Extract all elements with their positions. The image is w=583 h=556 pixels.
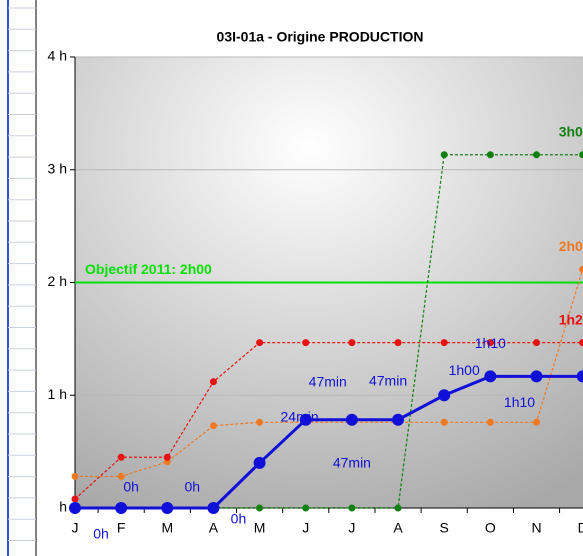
x-tick-label: A xyxy=(393,520,403,536)
data-label: 0h xyxy=(123,479,139,495)
point xyxy=(209,422,217,430)
point xyxy=(533,418,540,426)
x-tick-label: J xyxy=(302,520,309,536)
x-tick-label: J xyxy=(72,520,79,536)
point xyxy=(161,502,174,514)
point xyxy=(256,339,264,347)
data-label: 1h10 xyxy=(475,335,506,351)
y-tick-label: 4 h xyxy=(48,48,67,64)
point xyxy=(438,389,451,402)
point xyxy=(440,339,448,347)
data-label: 1h28 xyxy=(559,311,583,327)
sheet-rows xyxy=(8,7,36,541)
point xyxy=(345,413,358,426)
data-label: 1h10 xyxy=(504,394,535,410)
point xyxy=(117,453,125,461)
data-label: 0h xyxy=(231,511,247,527)
point xyxy=(394,339,402,347)
data-label: 2h07 xyxy=(559,238,583,254)
point xyxy=(71,495,79,503)
x-tick-label: J xyxy=(348,520,355,536)
y-tick-label: h xyxy=(59,499,67,515)
point xyxy=(348,504,356,512)
point xyxy=(579,265,583,273)
data-label: 0h xyxy=(185,479,201,495)
x-tick-label: S xyxy=(440,520,449,536)
data-label: 0h xyxy=(93,526,109,542)
x-tick-label: N xyxy=(531,520,541,536)
point xyxy=(256,418,264,426)
data-label: 47min xyxy=(369,372,407,388)
point xyxy=(484,370,497,383)
x-tick-label: A xyxy=(209,520,219,536)
data-label: 24min xyxy=(281,409,319,425)
point xyxy=(486,339,494,347)
x-tick-label: O xyxy=(485,520,496,536)
point xyxy=(440,151,448,159)
point xyxy=(486,418,494,426)
series-line xyxy=(75,269,583,478)
point xyxy=(163,453,171,461)
point xyxy=(533,151,540,159)
point xyxy=(440,418,448,426)
x-tick-label: M xyxy=(254,520,266,536)
x-tick-label: M xyxy=(161,520,173,536)
point xyxy=(530,370,543,383)
point xyxy=(348,339,356,347)
point xyxy=(253,456,266,469)
series-line xyxy=(74,341,583,500)
point xyxy=(207,502,220,514)
x-tick-label: F xyxy=(117,520,126,536)
x-tick-label: D xyxy=(578,520,583,536)
point xyxy=(299,413,312,426)
data-label: 1h00 xyxy=(449,362,480,378)
y-tick-label: 2 h xyxy=(48,273,67,289)
chart-title: 03I-01a - Origine PRODUCTION xyxy=(217,29,424,45)
point xyxy=(117,472,125,480)
point xyxy=(576,370,583,383)
point xyxy=(579,151,583,159)
data-label: 47min xyxy=(309,373,347,389)
series-line xyxy=(75,374,583,510)
plot: h 1 h 2 h 3 h 4 h J F M A M J J A S O N D Objectif 2011: … xyxy=(48,48,583,542)
point xyxy=(256,504,264,512)
y-tick-label: 1 h xyxy=(48,386,67,402)
data-label: 3h08 xyxy=(559,123,583,139)
y-tick-label: 3 h xyxy=(48,160,67,176)
point xyxy=(71,472,79,480)
point xyxy=(486,151,494,159)
point xyxy=(69,502,81,514)
data-label: 47min xyxy=(333,454,371,470)
point xyxy=(392,413,405,426)
point xyxy=(394,504,402,512)
point xyxy=(533,339,540,347)
objective-label: Objectif 2011: 2h00 xyxy=(85,261,212,277)
point xyxy=(115,502,128,514)
point xyxy=(302,504,310,512)
point xyxy=(302,339,310,347)
point xyxy=(209,378,217,386)
sheet-strip xyxy=(0,0,37,556)
point xyxy=(579,339,583,347)
